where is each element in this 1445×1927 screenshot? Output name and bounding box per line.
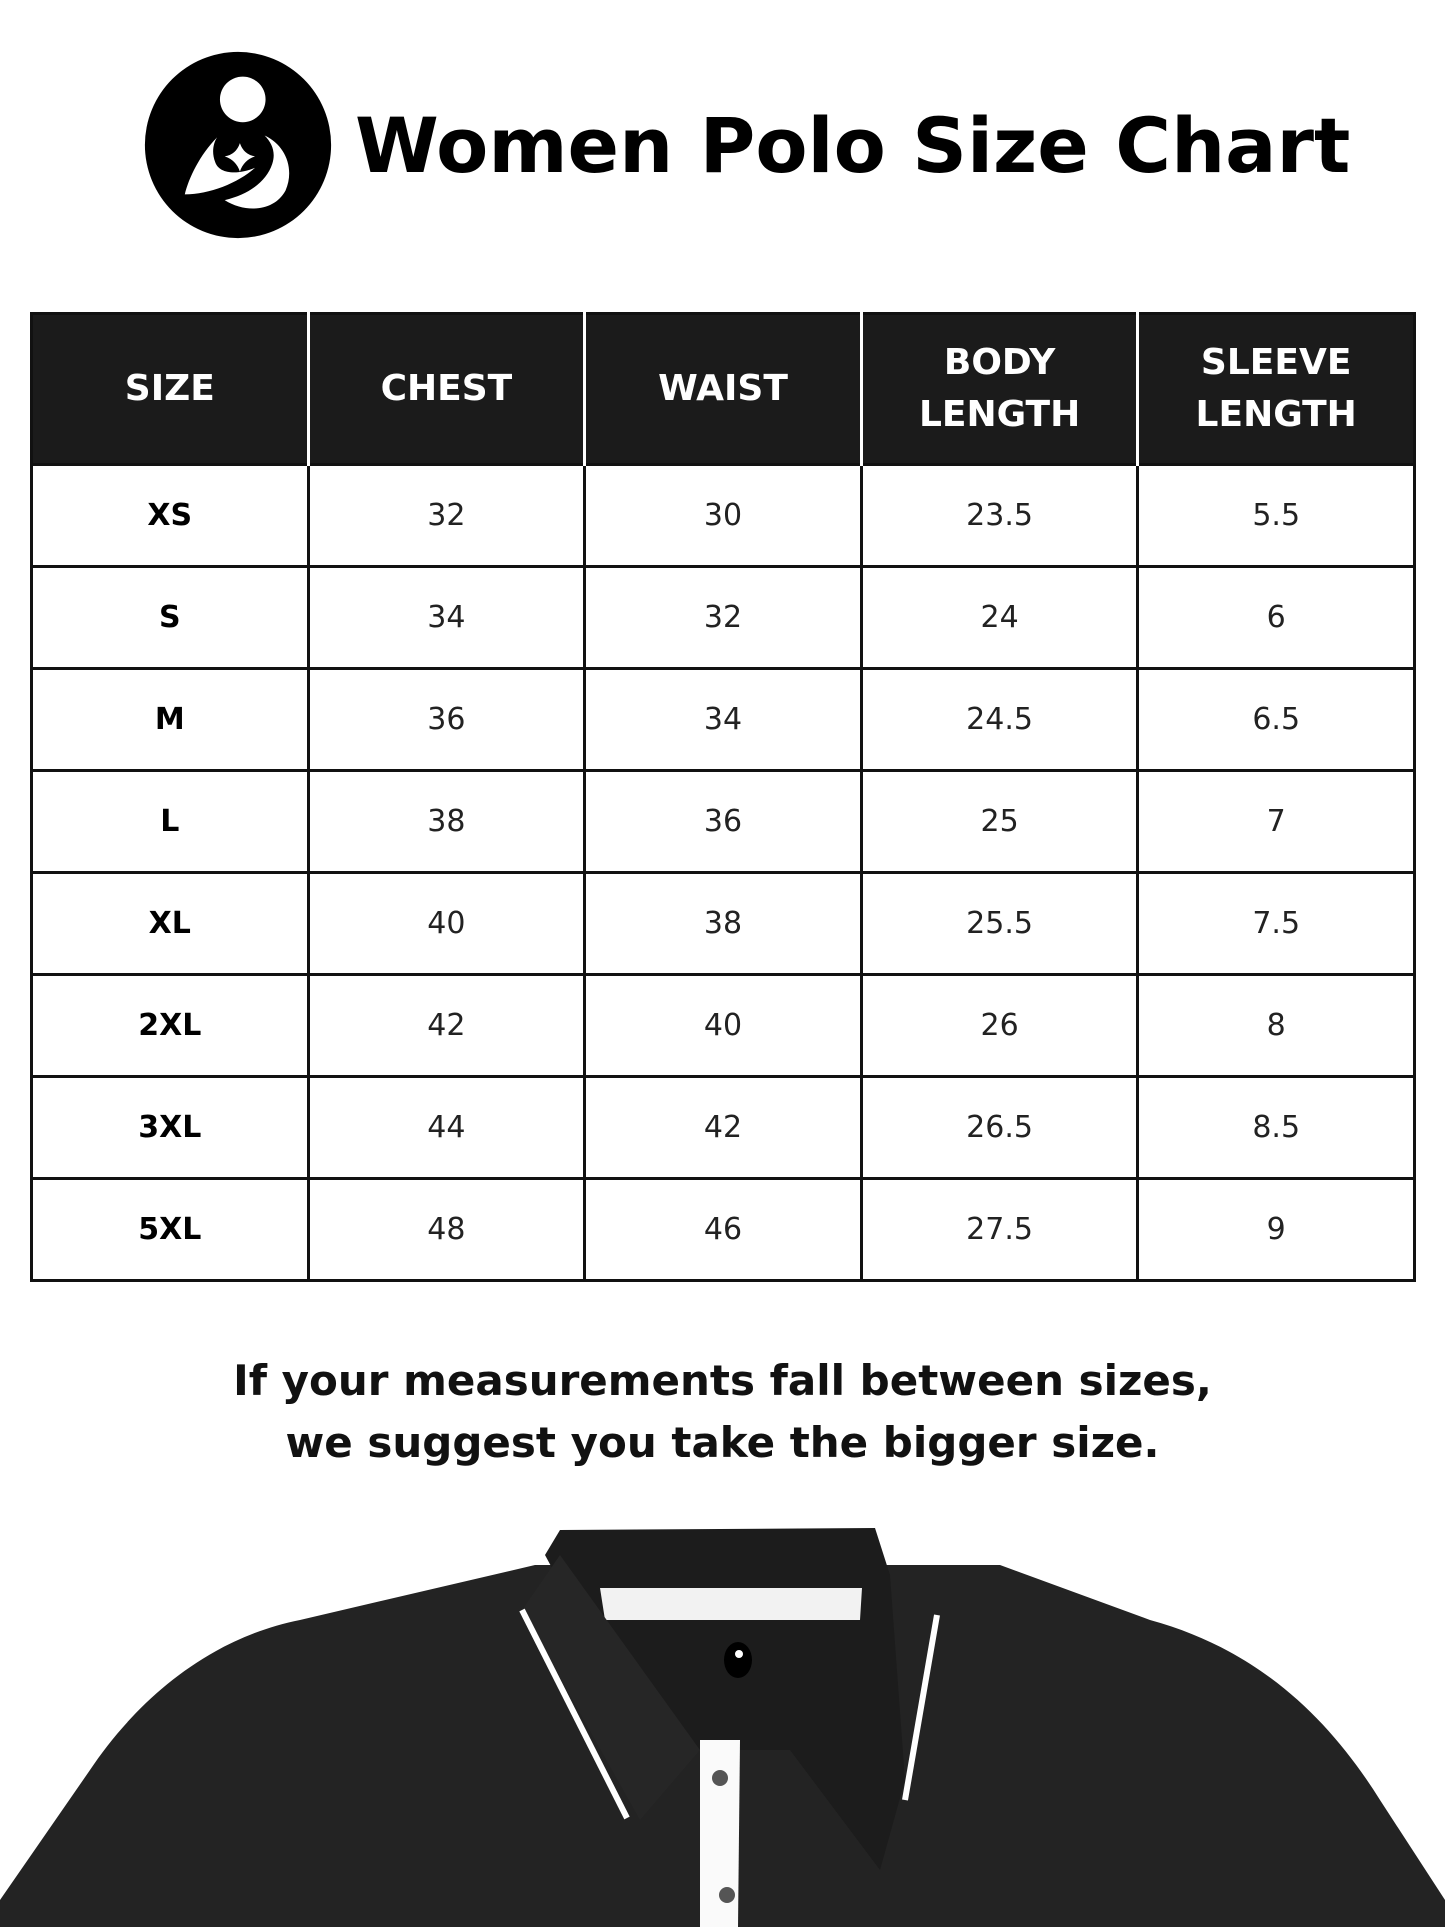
measurement-cell: 34 — [306, 565, 587, 670]
column-header-sleeve-length: SLEEVE LENGTH — [1136, 313, 1416, 465]
size-chart-table: SIZE CHEST WAIST BODY LENGTH SLEEVE LENGTH XS 3… — [30, 312, 1416, 1282]
table-row: M 36 34 24.5 6.5 — [30, 667, 1416, 772]
measurement-cell: 6.5 — [1136, 667, 1416, 772]
column-header-text: CHEST — [380, 367, 513, 409]
measurement-cell: 36 — [306, 667, 587, 772]
table-row: S 34 32 24 6 — [30, 565, 1416, 670]
column-header-chest: CHEST — [306, 313, 587, 465]
table-row: 5XL 48 46 27.5 9 — [30, 1177, 1416, 1282]
mother-child-logo-icon — [144, 51, 332, 239]
measurement-cell: 40 — [583, 973, 863, 1078]
measurement-cell: 42 — [583, 1075, 863, 1180]
measurement-cell: 9 — [1136, 1177, 1416, 1282]
measurement-cell: 40 — [306, 871, 587, 976]
measurement-cell: 32 — [306, 463, 587, 568]
size-cell: XL — [30, 871, 310, 976]
measurement-cell: 38 — [306, 769, 587, 874]
table-row: L 38 36 25 7 — [30, 769, 1416, 874]
measurement-cell: 7.5 — [1136, 871, 1416, 976]
measurement-cell: 46 — [583, 1177, 863, 1282]
measurement-cell: 5.5 — [1136, 463, 1416, 568]
table-row: 3XL 44 42 26.5 8.5 — [30, 1075, 1416, 1180]
table-row: 2XL 42 40 26 8 — [30, 973, 1416, 1078]
column-header-size: SIZE — [30, 313, 310, 465]
column-header-text: LENGTH — [918, 394, 1081, 435]
measurement-cell: 8 — [1136, 973, 1416, 1078]
measurement-cell: 6 — [1136, 565, 1416, 670]
column-header-text: LENGTH — [1195, 394, 1357, 435]
size-cell: M — [30, 667, 310, 772]
measurement-cell: 32 — [583, 565, 863, 670]
size-cell: 5XL — [30, 1177, 310, 1282]
measurement-cell: 27.5 — [859, 1177, 1140, 1282]
measurement-cell: 8.5 — [1136, 1075, 1416, 1180]
column-header-text: BODY — [943, 341, 1056, 383]
note-line-2: we suggest you take the bigger size. — [285, 1418, 1160, 1467]
column-header-body-length: BODY LENGTH — [859, 313, 1140, 465]
measurement-cell: 23.5 — [859, 463, 1140, 568]
column-header-waist: WAIST — [583, 313, 863, 465]
table-row: XL 40 38 25.5 7.5 — [30, 871, 1416, 976]
table-row: XS 32 30 23.5 5.5 — [30, 463, 1416, 568]
measurement-cell: 30 — [583, 463, 863, 568]
header: Women Polo Size Chart — [143, 50, 1350, 240]
sizing-note: If your measurements fall between sizes,… — [0, 1350, 1445, 1474]
measurement-cell: 34 — [583, 667, 863, 772]
measurement-cell: 48 — [306, 1177, 587, 1282]
size-cell: XS — [30, 463, 310, 568]
column-header-text: WAIST — [658, 367, 788, 409]
measurement-cell: 42 — [306, 973, 587, 1078]
measurement-cell: 24.5 — [859, 667, 1140, 772]
polo-shirt-image — [0, 1528, 1445, 1927]
measurement-cell: 26.5 — [859, 1075, 1140, 1180]
measurement-cell: 24 — [859, 565, 1140, 670]
table-header-row: SIZE CHEST WAIST BODY LENGTH SLEEVE LENGTH — [30, 313, 1416, 465]
note-line-1: If your measurements fall between sizes, — [233, 1356, 1212, 1405]
page-title: Women Polo Size Chart — [355, 100, 1351, 190]
size-cell: 3XL — [30, 1075, 310, 1180]
measurement-cell: 44 — [306, 1075, 587, 1180]
size-cell: 2XL — [30, 973, 310, 1078]
measurement-cell: 7 — [1136, 769, 1416, 874]
column-header-text: SLEEVE — [1200, 341, 1352, 383]
measurement-cell: 36 — [583, 769, 863, 874]
size-cell: L — [30, 769, 310, 874]
measurement-cell: 38 — [583, 871, 863, 976]
measurement-cell: 26 — [859, 973, 1140, 1078]
size-cell: S — [30, 565, 310, 670]
measurement-cell: 25.5 — [859, 871, 1140, 976]
column-header-text: SIZE — [124, 367, 215, 409]
measurement-cell: 25 — [859, 769, 1140, 874]
